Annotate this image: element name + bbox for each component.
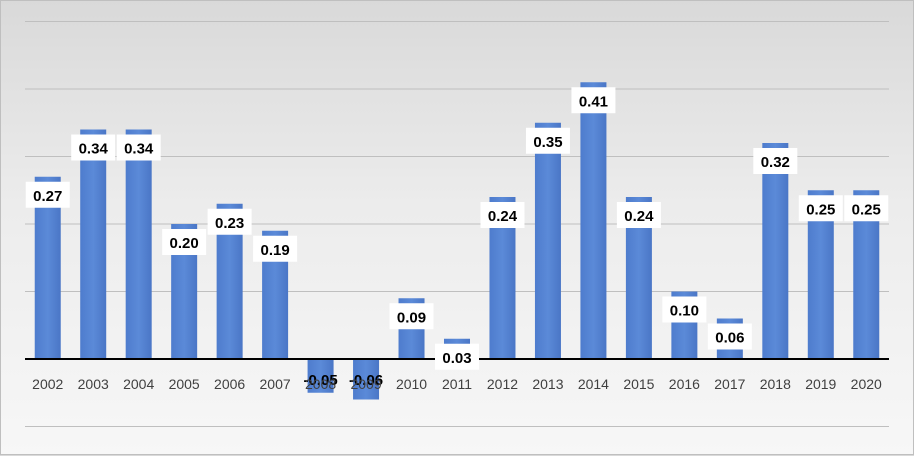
bar-2014 — [580, 82, 607, 359]
category-label: 2019 — [805, 376, 836, 392]
data-label-2008: -0.05 — [303, 372, 337, 389]
bar-2008 — [307, 359, 334, 393]
data-label-text: 0.09 — [397, 309, 426, 326]
data-label-text: 0.35 — [533, 134, 562, 151]
data-label-box — [253, 235, 298, 262]
category-label: 2015 — [623, 376, 654, 392]
category-label: 2003 — [78, 376, 109, 392]
data-label-box — [71, 134, 116, 161]
data-label-box — [616, 202, 661, 228]
data-label-text: 0.34 — [124, 141, 154, 158]
category-label: 2009 — [350, 376, 381, 392]
data-label-box — [844, 195, 889, 222]
category-label: 2018 — [760, 376, 791, 392]
category-label: 2013 — [532, 376, 563, 392]
bar-2018 — [762, 143, 789, 359]
category-label: 2012 — [487, 376, 518, 392]
bar-2009 — [353, 359, 380, 400]
category-label: 2005 — [169, 376, 200, 392]
bar-2004 — [125, 129, 152, 359]
category-label: 2006 — [214, 376, 245, 392]
data-label-box — [662, 296, 707, 323]
bars — [34, 82, 880, 400]
category-label: 2016 — [669, 376, 700, 392]
category-label: 2017 — [714, 376, 745, 392]
data-label-2014: 0.41 — [571, 87, 616, 114]
data-label-box — [798, 195, 843, 222]
data-label-2013: 0.35 — [525, 127, 570, 154]
category-label: 2011 — [442, 376, 472, 392]
bar-2003 — [80, 129, 107, 359]
category-label: 2002 — [32, 376, 63, 392]
data-label-text: 0.24 — [488, 208, 518, 225]
data-label-2007: 0.19 — [253, 235, 298, 262]
data-label-box — [25, 181, 70, 208]
data-label-2015: 0.24 — [616, 202, 661, 228]
category-label: 2007 — [260, 376, 291, 392]
gridlines — [25, 21, 889, 427]
data-label-2020: 0.25 — [844, 195, 889, 222]
category-label: 2008 — [305, 376, 336, 392]
data-label-box — [435, 343, 479, 370]
data-label-2017: 0.06 — [707, 323, 752, 350]
data-labels: 0.27 0.34 0.34 0.20 0.23 0.19 -0.05 -0.06 0.09 0.… — [25, 87, 889, 389]
data-label-box — [389, 303, 434, 330]
data-label-text: 0.27 — [33, 188, 62, 205]
data-label-text: -0.05 — [303, 372, 337, 389]
category-label: 2020 — [851, 376, 882, 392]
data-label-2010: 0.09 — [389, 303, 434, 330]
data-label-2002: 0.27 — [25, 181, 70, 208]
bar-2013 — [534, 122, 561, 359]
data-label-2016: 0.10 — [662, 296, 707, 323]
data-label-box — [571, 87, 616, 114]
data-label-text: 0.03 — [442, 350, 471, 367]
data-label-text: 0.23 — [215, 215, 244, 232]
data-label-text: 0.19 — [261, 242, 290, 259]
data-label-box — [707, 323, 752, 350]
data-label-box — [525, 127, 570, 154]
data-label-2012: 0.24 — [480, 202, 525, 228]
category-label: 2010 — [396, 376, 427, 392]
data-label-2004: 0.34 — [116, 134, 161, 161]
data-label-box — [480, 202, 525, 228]
data-label-2011: 0.03 — [435, 343, 479, 370]
data-label-text: 0.24 — [624, 208, 654, 225]
data-label-text: -0.06 — [349, 372, 383, 389]
data-label-2018: 0.32 — [753, 148, 798, 174]
data-label-2006: 0.23 — [207, 208, 252, 235]
data-label-box — [207, 208, 252, 235]
data-label-text: 0.10 — [670, 303, 699, 320]
data-label-text: 0.32 — [761, 154, 790, 171]
data-label-2003: 0.34 — [71, 134, 116, 161]
data-label-text: 0.25 — [806, 201, 835, 218]
data-label-text: 0.25 — [852, 201, 881, 218]
data-label-box — [162, 229, 207, 255]
data-label-2019: 0.25 — [798, 195, 843, 222]
data-label-text: 0.20 — [170, 235, 199, 252]
data-label-box — [753, 148, 798, 174]
category-label: 2004 — [123, 376, 154, 392]
data-label-2005: 0.20 — [162, 229, 207, 255]
category-axis-labels: 2002 2003 2004 2005 2006 2007 2008 2009 2010 2011… — [32, 376, 882, 392]
data-label-2009: -0.06 — [349, 372, 383, 389]
category-label: 2014 — [578, 376, 609, 392]
data-label-text: 0.06 — [715, 330, 744, 347]
data-label-text: 0.41 — [579, 93, 608, 110]
data-label-text: 0.34 — [79, 141, 109, 158]
data-label-box — [116, 134, 161, 161]
